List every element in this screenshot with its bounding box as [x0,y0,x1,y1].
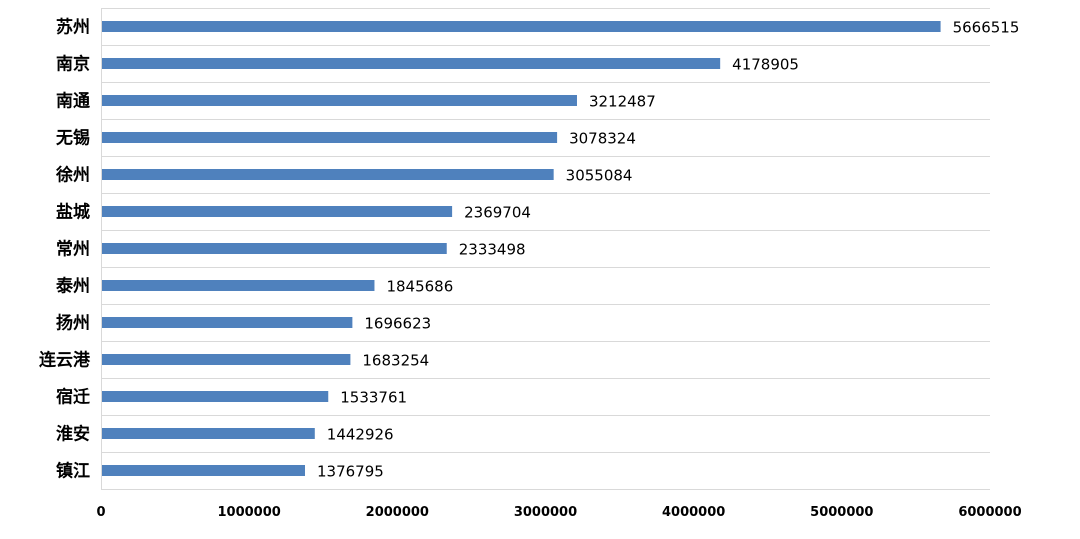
data-label: 3055084 [566,167,633,185]
bar-6 [102,243,447,254]
category-label: 南通 [56,91,90,112]
category-label: 盐城 [56,202,90,223]
bar-7 [102,280,375,291]
data-label: 3212487 [589,93,656,111]
bar-3 [102,132,558,143]
category-label: 淮安 [56,424,90,445]
data-label: 1376795 [317,463,384,481]
x-tick-label: 2000000 [366,505,429,520]
x-tick-label: 0 [96,505,105,520]
bar-4 [102,169,554,180]
bar-12 [102,465,305,476]
category-label: 扬州 [56,313,90,334]
category-label: 苏州 [56,17,90,38]
category-label: 镇江 [56,461,90,482]
data-label: 1696623 [364,315,431,333]
category-label: 泰州 [56,276,90,297]
bar-5 [102,206,453,217]
category-label: 常州 [56,239,90,260]
bars [102,21,941,476]
data-label: 1845686 [386,278,453,296]
bar-9 [102,354,351,365]
gridlines [101,8,990,490]
data-label: 1442926 [327,426,394,444]
x-axis-tick-labels: 0 1000000 2000000 3000000 4000000 5000000 6000… [96,505,1021,520]
bar-0 [102,21,941,32]
category-label: 连云港 [39,350,91,371]
category-label: 徐州 [55,165,90,186]
bar-2 [102,95,577,106]
data-label: 2333498 [459,241,526,259]
x-tick-label: 3000000 [514,505,577,520]
category-label: 无锡 [55,128,90,149]
data-label: 5666515 [953,19,1020,37]
bar-10 [102,391,329,402]
bar-8 [102,317,353,328]
bar-1 [102,58,721,69]
category-label: 南京 [56,54,90,75]
x-tick-label: 1000000 [218,505,281,520]
data-labels: 5666515 4178905 3212487 3078324 3055084 23697… [317,19,1019,481]
data-label: 1533761 [340,389,407,407]
x-tick-label: 5000000 [810,505,873,520]
category-label: 宿迁 [56,387,90,408]
data-label: 3078324 [569,130,636,148]
data-label: 1683254 [362,352,429,370]
x-tick-label: 6000000 [958,505,1021,520]
data-label: 4178905 [732,56,799,74]
x-tick-label: 4000000 [662,505,725,520]
bar-11 [102,428,315,439]
data-label: 2369704 [464,204,531,222]
